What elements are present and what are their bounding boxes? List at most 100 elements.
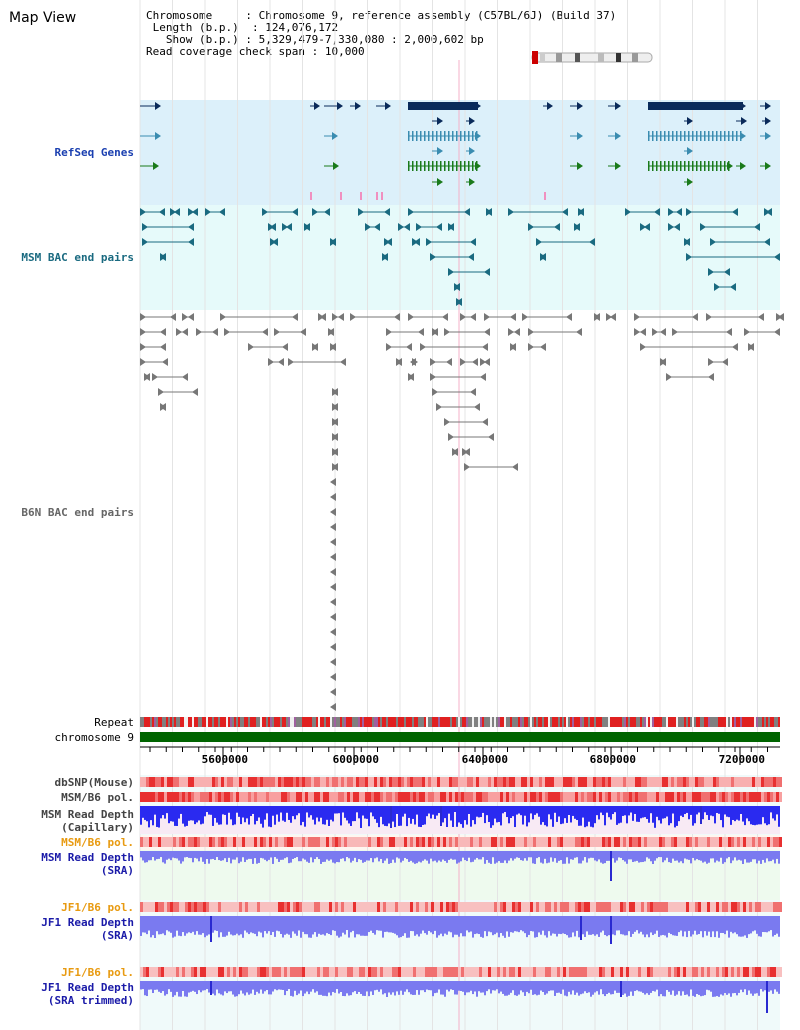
heat-mark [209,777,212,787]
bac-end [324,208,330,216]
heat-mark [320,777,323,787]
depth-bar [540,806,542,825]
depth-bar [550,806,552,820]
repeat-mark [144,717,146,727]
heat-mark [257,777,260,787]
heat-mark [242,792,245,802]
track-label-dbsnp[interactable]: dbSNP(Mouse) [54,776,134,789]
heat-mark [332,777,335,787]
depth-bar [670,851,672,863]
repeat-mark [452,717,454,727]
heat-mark [428,792,431,802]
heat-mark [503,777,506,787]
bac-end [330,658,336,666]
heat-mark [161,967,164,977]
track-label-msm-depth-cap[interactable]: MSM Read Depth (Capillary) [41,808,134,834]
track-label-jf1-depth-sra[interactable]: JF1 Read Depth (SRA) [41,916,134,942]
depth-bar [558,851,560,861]
heat-mark [221,967,224,977]
gene-exon [672,131,674,141]
depth-bar [742,916,744,937]
depth-bar [764,806,766,824]
track-label-b6n-bac[interactable]: B6N BAC end pairs [21,506,134,519]
depth-bar [306,851,308,862]
track-label-msm-b6-pol-2[interactable]: MSM/B6 pol. [61,836,134,849]
depth-bar [274,981,276,990]
track-label-jf1-depth-trim[interactable]: JF1 Read Depth (SRA trimmed) [41,981,134,1007]
heat-mark [752,967,755,977]
heat-mark [779,967,782,977]
bac-end [398,223,404,231]
repeat-mark [434,717,436,727]
depth-bar [218,851,220,861]
heat-mark [374,902,377,912]
depth-bar [402,806,404,817]
depth-bar [732,806,734,820]
depth-bar [170,851,172,861]
depth-bar [556,806,558,822]
depth-spike [610,916,612,944]
depth-bar [742,806,744,822]
track-label-refseq[interactable]: RefSeq Genes [54,146,134,159]
heat-mark [167,777,170,787]
repeat-mark [632,717,634,727]
heat-mark [263,837,266,847]
depth-bar [186,916,188,934]
depth-bar [774,851,776,864]
heat-mark [347,792,350,802]
depth-bar [176,981,178,992]
heat-mark [521,902,524,912]
heat-mark [671,777,674,787]
repeat-mark [498,717,500,727]
heat-mark [197,777,200,787]
bac-end [436,223,442,231]
repeat-mark [150,717,152,727]
heat-mark [680,902,683,912]
bac-end [464,448,470,456]
bac-end [452,448,458,456]
depth-bar [200,806,202,825]
heat-mark [677,792,680,802]
track-label-jf1-b6-pol-1[interactable]: JF1/B6 pol. [61,901,134,914]
depth-bar [376,981,378,990]
depth-bar [648,806,650,823]
depth-bar [426,851,428,861]
heat-mark [482,967,485,977]
bac-end [432,328,438,336]
depth-bar [504,806,506,813]
heat-mark [479,777,482,787]
depth-bar [220,806,222,825]
depth-bar [166,851,168,860]
depth-bar [320,981,322,995]
depth-bar [668,916,670,933]
depth-bar [330,806,332,820]
heat-mark [290,967,293,977]
track-label-jf1-b6-pol-2[interactable]: JF1/B6 pol. [61,966,134,979]
heat-mark [770,792,773,802]
heat-mark [557,777,560,787]
depth-bar [612,806,614,815]
repeat-mark [638,717,640,727]
depth-bar [162,806,164,816]
heat-mark [323,792,326,802]
bac-end [220,313,226,321]
depth-bar [218,981,220,994]
track-label-msm-depth-sra[interactable]: MSM Read Depth (SRA) [41,851,134,877]
repeat-mark [408,717,410,727]
depth-bar [560,981,562,994]
bac-end [486,208,492,216]
depth-bar [738,806,740,821]
repeat-mark [516,717,518,727]
heat-mark [599,837,602,847]
depth-bar [696,806,698,815]
track-label-msm-bac[interactable]: MSM BAC end pairs [21,251,134,264]
depth-bar [432,916,434,935]
track-label-msm-b6-pol-1[interactable]: MSM/B6 pol. [61,791,134,804]
heat-mark [533,777,536,787]
heat-mark [605,792,608,802]
depth-bar [348,981,350,996]
heat-mark [554,967,557,977]
depth-bar [436,806,438,816]
length-value: 124,076,172 [265,21,339,34]
